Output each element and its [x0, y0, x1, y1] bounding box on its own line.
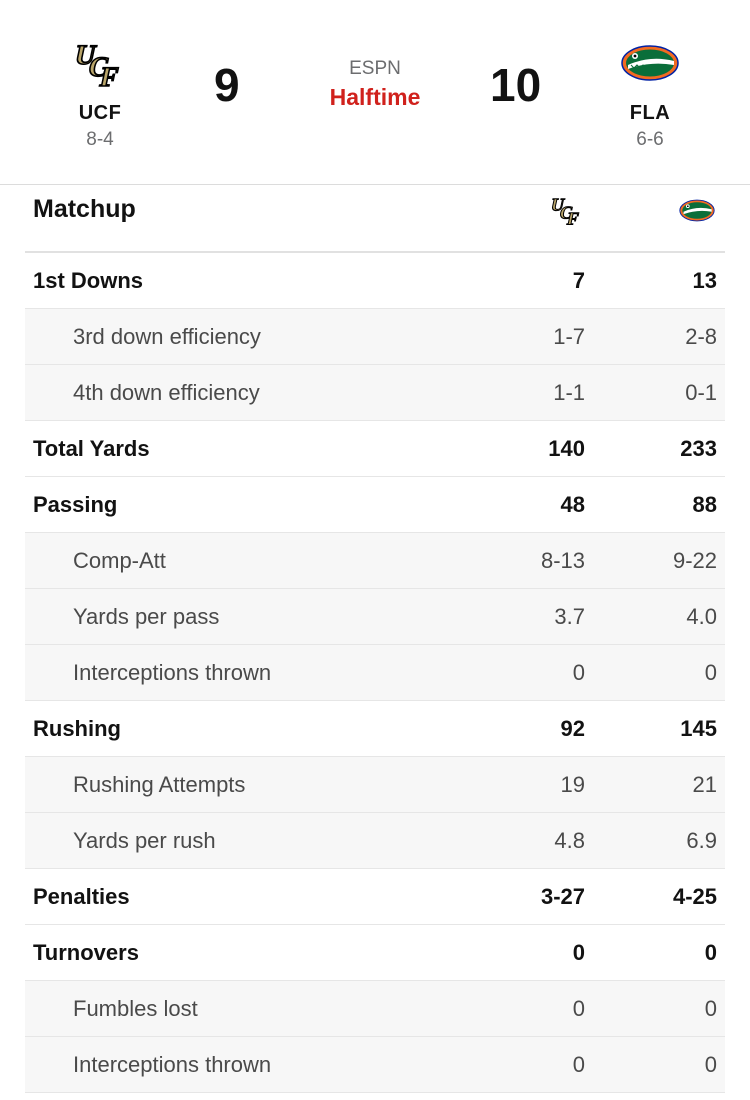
stat-label: Penalties	[33, 884, 130, 909]
away-team[interactable]: U C F UCF 8-4	[25, 34, 175, 151]
away-team-record: 8-4	[86, 129, 114, 150]
away-stat-value: 92	[560, 716, 585, 741]
florida-gators-logo-icon	[675, 193, 719, 227]
sub-stat-row: Fumbles lost 0 0	[25, 981, 725, 1037]
home-stat-value: 88	[692, 492, 717, 517]
home-team-record: 6-6	[636, 129, 664, 150]
game-status: ESPN Halftime	[275, 58, 475, 111]
sub-stat-row: Interceptions thrown 0 0	[25, 1037, 725, 1093]
away-team-abbr: UCF	[78, 102, 122, 124]
svg-text:F: F	[565, 209, 580, 226]
stat-label: Turnovers	[33, 940, 139, 965]
sub-stat-row: Comp-Att 8-13 9-22	[25, 533, 725, 589]
stat-label: Passing	[33, 492, 118, 517]
home-stat-value: 2-8	[685, 324, 717, 349]
broadcast-network: ESPN	[349, 58, 401, 79]
matchup-header: Matchup U C F	[25, 185, 725, 253]
sub-stat-row: 3rd down efficiency 1-7 2-8	[25, 309, 725, 365]
stat-label: Yards per rush	[73, 828, 216, 853]
sub-stat-row: Yards per rush 4.8 6.9	[25, 813, 725, 869]
stat-row: 1st Downs 7 13	[25, 253, 725, 309]
sub-stat-row: Interceptions thrown 0 0	[25, 645, 725, 701]
away-stat-value: 8-13	[540, 548, 585, 573]
away-stat-value: 4.8	[554, 828, 585, 853]
home-stat-value: 21	[692, 772, 717, 797]
stat-row: Rushing 92 145	[25, 701, 725, 757]
away-stat-value: 1-1	[553, 380, 585, 405]
away-stat-value: 3-27	[540, 884, 585, 909]
home-stat-value: 233	[680, 436, 717, 461]
stat-label: Yards per pass	[73, 604, 220, 629]
stat-label: 4th down efficiency	[73, 380, 260, 405]
stat-label: Interceptions thrown	[73, 660, 272, 685]
home-team[interactable]: FLA 6-6	[575, 34, 725, 151]
home-stat-value: 0	[704, 1052, 717, 1077]
svg-text:C: C	[558, 202, 575, 222]
florida-gators-logo-icon	[575, 34, 725, 92]
away-score: 9	[214, 59, 240, 111]
scoreboard-header: U C F UCF 8-4 9 ESPN Halftime 10	[0, 0, 750, 185]
sub-stat-row: Rushing Attempts 19 21	[25, 757, 725, 813]
away-stat-value: 7	[572, 268, 585, 293]
stat-label: Fumbles lost	[73, 996, 198, 1021]
game-clock-status: Halftime	[329, 84, 421, 110]
home-stat-value: 9-22	[672, 548, 717, 573]
home-stat-value: 145	[680, 716, 717, 741]
home-stat-value: 6.9	[686, 828, 717, 853]
away-stat-value: 19	[560, 772, 585, 797]
stat-row: Total Yards 140 233	[25, 421, 725, 477]
stat-label: Total Yards	[33, 436, 150, 461]
stat-row: Penalties 3-27 4-25	[25, 869, 725, 925]
away-stat-value: 0	[572, 660, 585, 685]
matchup-rows: 1st Downs 7 13 3rd down efficiency 1-7 2-8 4…	[25, 253, 725, 1093]
away-stat-value: 1-7	[553, 324, 585, 349]
away-stat-value: 0	[572, 996, 585, 1021]
home-stat-value: 0	[704, 996, 717, 1021]
stat-label: Comp-Att	[73, 548, 166, 573]
home-stat-value: 0	[704, 940, 717, 965]
home-stat-value: 0	[704, 660, 717, 685]
stat-row: Turnovers 0 0	[25, 925, 725, 981]
matchup-title: Matchup	[33, 195, 136, 223]
home-stat-value: 4.0	[686, 604, 717, 629]
ucf-logo-icon: U C F	[25, 34, 175, 92]
sub-stat-row: Yards per pass 3.7 4.0	[25, 589, 725, 645]
stat-label: Rushing	[33, 716, 121, 741]
home-team-abbr: FLA	[629, 102, 671, 124]
away-stat-value: 48	[560, 492, 585, 517]
stat-row: Passing 48 88	[25, 477, 725, 533]
away-stat-value: 0	[572, 1052, 585, 1077]
stat-label: Interceptions thrown	[73, 1052, 272, 1077]
away-stat-value: 3.7	[554, 604, 585, 629]
away-stat-value: 140	[548, 436, 585, 461]
home-score: 10	[490, 59, 542, 111]
stat-label: 3rd down efficiency	[73, 324, 261, 349]
home-stat-value: 0-1	[685, 380, 717, 405]
away-stat-value: 0	[572, 940, 585, 965]
home-stat-value: 4-25	[672, 884, 717, 909]
svg-text:U: U	[549, 195, 566, 215]
stat-label: 1st Downs	[33, 268, 144, 293]
sub-stat-row: 4th down efficiency 1-1 0-1	[25, 365, 725, 421]
ucf-logo-icon: U C F	[545, 193, 589, 227]
home-stat-value: 13	[692, 268, 717, 293]
matchup-table: Matchup U C F 1st Downs 7 13 3rd down	[25, 185, 725, 1093]
stat-label: Rushing Attempts	[73, 772, 246, 797]
